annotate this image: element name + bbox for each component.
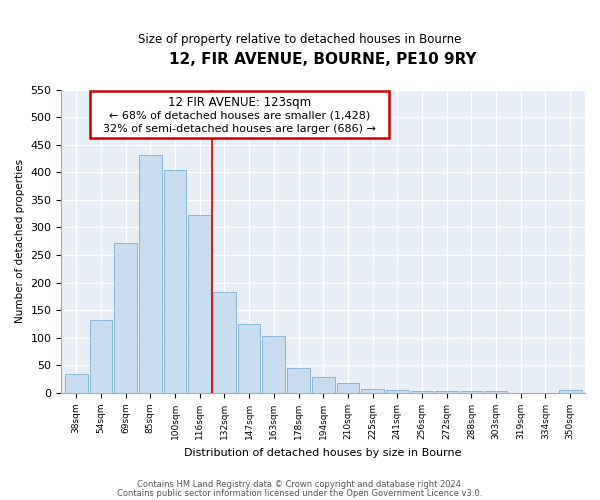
Bar xyxy=(188,216,211,393)
Bar xyxy=(238,324,260,393)
Bar xyxy=(89,320,112,393)
Bar xyxy=(164,170,187,393)
Bar xyxy=(139,154,161,393)
Bar xyxy=(287,368,310,393)
Bar xyxy=(312,376,335,393)
Title: 12, FIR AVENUE, BOURNE, PE10 9RY: 12, FIR AVENUE, BOURNE, PE10 9RY xyxy=(169,52,477,68)
Bar xyxy=(436,392,458,393)
Bar xyxy=(213,292,236,393)
Bar xyxy=(485,392,508,393)
Text: Contains HM Land Registry data © Crown copyright and database right 2024.: Contains HM Land Registry data © Crown c… xyxy=(137,480,463,489)
Bar xyxy=(410,392,433,393)
Bar xyxy=(559,390,581,393)
Bar xyxy=(460,392,483,393)
Text: 32% of semi-detached houses are larger (686) →: 32% of semi-detached houses are larger (… xyxy=(103,124,376,134)
Y-axis label: Number of detached properties: Number of detached properties xyxy=(15,159,25,324)
Bar xyxy=(114,243,137,393)
Text: Size of property relative to detached houses in Bourne: Size of property relative to detached ho… xyxy=(139,32,461,46)
Bar xyxy=(65,374,88,393)
Bar xyxy=(386,390,409,393)
Bar xyxy=(262,336,285,393)
Bar xyxy=(337,382,359,393)
FancyBboxPatch shape xyxy=(90,91,389,138)
X-axis label: Distribution of detached houses by size in Bourne: Distribution of detached houses by size … xyxy=(184,448,462,458)
Bar xyxy=(361,389,384,393)
Text: ← 68% of detached houses are smaller (1,428): ← 68% of detached houses are smaller (1,… xyxy=(109,110,370,120)
Text: Contains public sector information licensed under the Open Government Licence v3: Contains public sector information licen… xyxy=(118,488,482,498)
Text: 12 FIR AVENUE: 123sqm: 12 FIR AVENUE: 123sqm xyxy=(168,96,311,110)
